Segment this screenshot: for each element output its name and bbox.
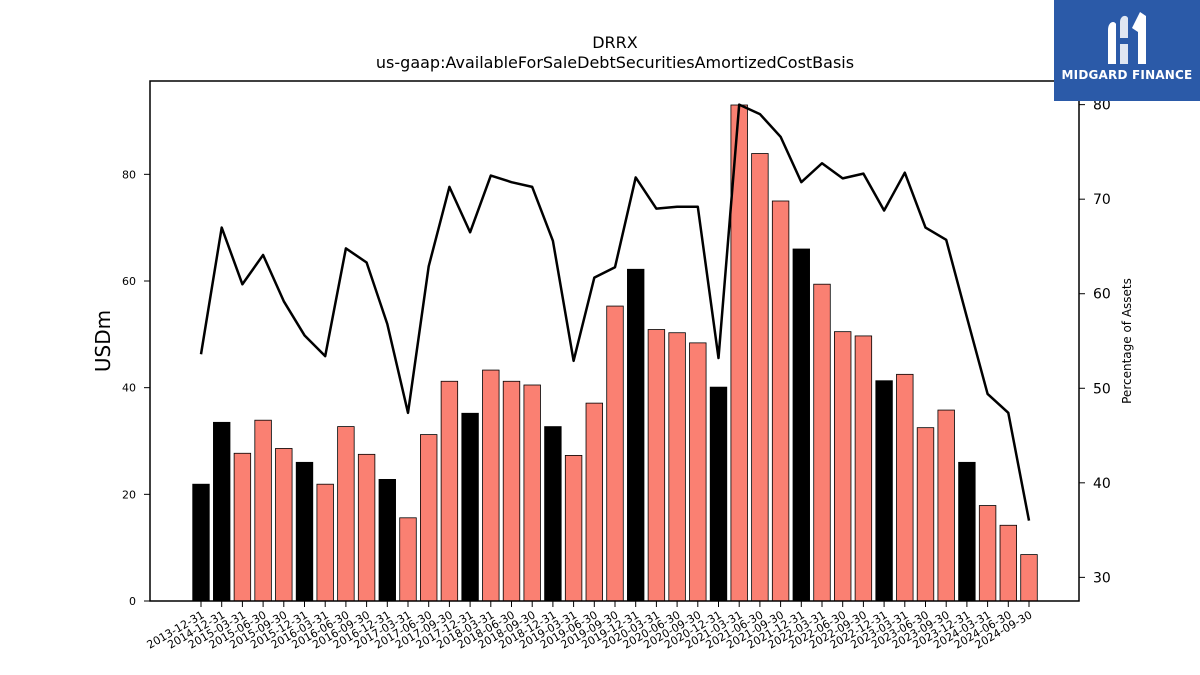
brand-name: MIDGARD FINANCE <box>1061 68 1193 82</box>
bar-quarterly <box>337 426 355 602</box>
bar-quarterly <box>275 448 293 602</box>
y2-tick-label: 70 <box>1093 192 1111 208</box>
bar-annual <box>192 483 210 602</box>
bar-quarterly <box>668 332 686 602</box>
bar-quarterly <box>357 453 376 602</box>
bar-quarterly <box>233 452 252 602</box>
bar-annual <box>378 478 396 602</box>
y2-tick-label: 80 <box>1093 98 1111 114</box>
bar-annual <box>709 386 728 602</box>
bar-quarterly <box>440 380 459 602</box>
bar-quarterly <box>606 305 624 602</box>
y2-tick-label: 30 <box>1093 570 1111 586</box>
bar-annual <box>792 248 810 602</box>
bar-quarterly <box>1020 554 1038 602</box>
percentage-line <box>199 103 1031 521</box>
y2-tick-label: 60 <box>1093 287 1111 303</box>
bar-quarterly <box>502 380 521 602</box>
bar-quarterly <box>420 434 438 602</box>
bar-quarterly <box>854 335 873 602</box>
bar-quarterly <box>689 342 707 602</box>
bar-annual <box>627 268 645 602</box>
bar-annual <box>544 426 562 602</box>
y-tick-label: 80 <box>122 168 136 181</box>
y-tick-label: 60 <box>122 275 136 288</box>
bar-quarterly <box>399 517 417 602</box>
bar-quarterly <box>978 505 997 602</box>
line-layer <box>199 103 1031 521</box>
bar-quarterly <box>751 153 769 602</box>
midgard-logo-icon <box>1108 12 1146 64</box>
bar-annual <box>875 380 893 602</box>
chart-subtitle: us-gaap:AvailableForSaleDebtSecuritiesAm… <box>376 53 854 72</box>
bars-group <box>192 104 1038 602</box>
bar-quarterly <box>482 369 500 602</box>
left-axis: 0 20 40 60 80 <box>122 168 150 608</box>
bar-quarterly <box>916 427 935 602</box>
bar-quarterly <box>647 329 666 602</box>
y2-axis-label: Percentage of Assets <box>1120 278 1134 404</box>
bar-annual <box>213 421 231 602</box>
y-tick-label: 0 <box>129 595 136 608</box>
y2-tick-label: 50 <box>1093 381 1111 397</box>
bar-quarterly <box>585 402 603 602</box>
bar-quarterly <box>834 331 852 602</box>
bar-quarterly <box>564 454 583 602</box>
bar-quarterly <box>813 283 831 602</box>
y2-tick-label: 40 <box>1093 476 1111 492</box>
y-tick-label: 20 <box>122 488 136 501</box>
bar-annual <box>295 461 314 602</box>
bar-quarterly <box>523 384 541 602</box>
right-axis: 30 40 50 60 70 80 <box>1079 98 1111 586</box>
bar-quarterly <box>254 419 272 602</box>
bar-quarterly <box>771 200 790 602</box>
bar-quarterly <box>999 524 1017 602</box>
bar-annual <box>958 461 976 602</box>
bar-quarterly <box>316 483 334 602</box>
bar-quarterly <box>937 409 955 602</box>
chart-title: DRRX <box>592 33 638 52</box>
y-axis-label: USDm <box>91 310 115 372</box>
bar-annual <box>461 412 479 602</box>
brand-logo: MIDGARD FINANCE <box>1054 0 1200 101</box>
x-axis: 2013-12-312014-12-312015-03-312015-06-30… <box>145 601 1035 652</box>
bar-quarterly <box>896 373 914 602</box>
y-tick-label: 40 <box>122 382 136 395</box>
